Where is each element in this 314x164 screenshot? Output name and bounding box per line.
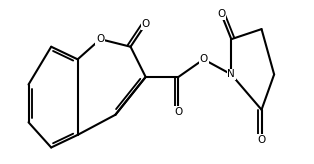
Text: O: O [199,54,208,64]
Text: O: O [217,9,225,19]
Text: N: N [227,69,235,79]
Text: O: O [142,19,150,29]
Text: O: O [257,135,266,145]
Text: O: O [174,107,182,117]
Text: O: O [96,34,105,44]
